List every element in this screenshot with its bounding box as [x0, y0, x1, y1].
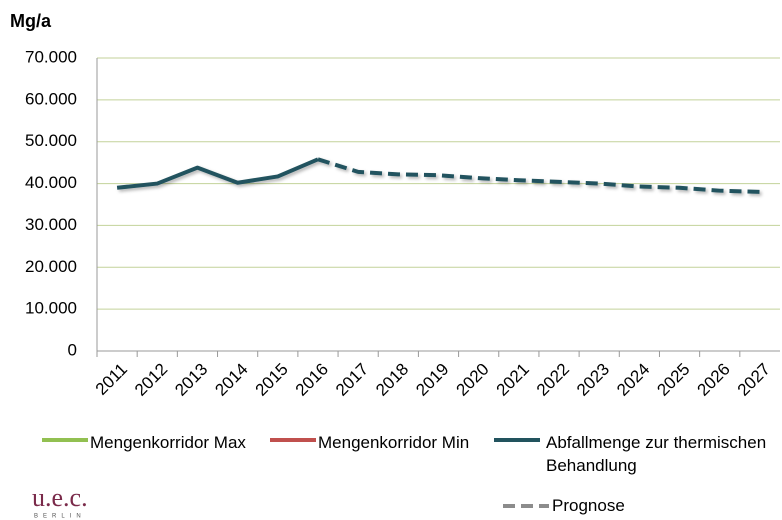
- x-tick-label: 2019: [412, 360, 452, 400]
- axis-unit: Mg/a: [10, 11, 52, 31]
- x-tick-label: 2016: [292, 360, 332, 400]
- logo: u.e.c.: [32, 483, 88, 512]
- x-tick-label: 2020: [452, 360, 492, 400]
- x-tick-label: 2021: [493, 360, 533, 400]
- x-tick-label: 2014: [211, 360, 251, 400]
- x-tick-label: 2011: [92, 360, 131, 399]
- series-line: [317, 157, 760, 194]
- x-tick-label: 2018: [372, 360, 412, 400]
- series-line: [116, 157, 319, 190]
- legend-label: Mengenkorridor Max: [90, 433, 246, 452]
- y-tick-label: 20.000: [25, 257, 77, 276]
- x-tick-label: 2027: [734, 360, 774, 400]
- y-tick-label: 60.000: [25, 89, 77, 108]
- x-tick-label: 2025: [653, 360, 693, 400]
- x-tick-label: 2023: [573, 360, 613, 400]
- x-tick-label: 2026: [694, 360, 734, 400]
- legend-label: Mengenkorridor Min: [318, 433, 470, 452]
- x-tick-label: 2012: [131, 360, 171, 400]
- legend-label: Abfallmenge zur thermischen Behandlung: [546, 433, 767, 475]
- x-tick-label: 2015: [252, 360, 292, 400]
- x-tick-label: 2017: [332, 360, 372, 400]
- y-tick-label: 40.000: [25, 173, 77, 192]
- y-tick-label: 10.000: [25, 299, 77, 318]
- x-tick-label: 2024: [613, 360, 653, 400]
- y-tick-label: 30.000: [25, 215, 77, 234]
- logo-sub: BERLIN: [34, 514, 86, 520]
- x-tick-label: 2022: [533, 360, 573, 400]
- y-tick-label: 0: [68, 340, 77, 359]
- legend-label: Prognose: [552, 496, 625, 515]
- y-tick-label: 70.000: [25, 47, 77, 66]
- x-tick-label: 2013: [171, 360, 211, 400]
- y-tick-label: 50.000: [25, 131, 77, 150]
